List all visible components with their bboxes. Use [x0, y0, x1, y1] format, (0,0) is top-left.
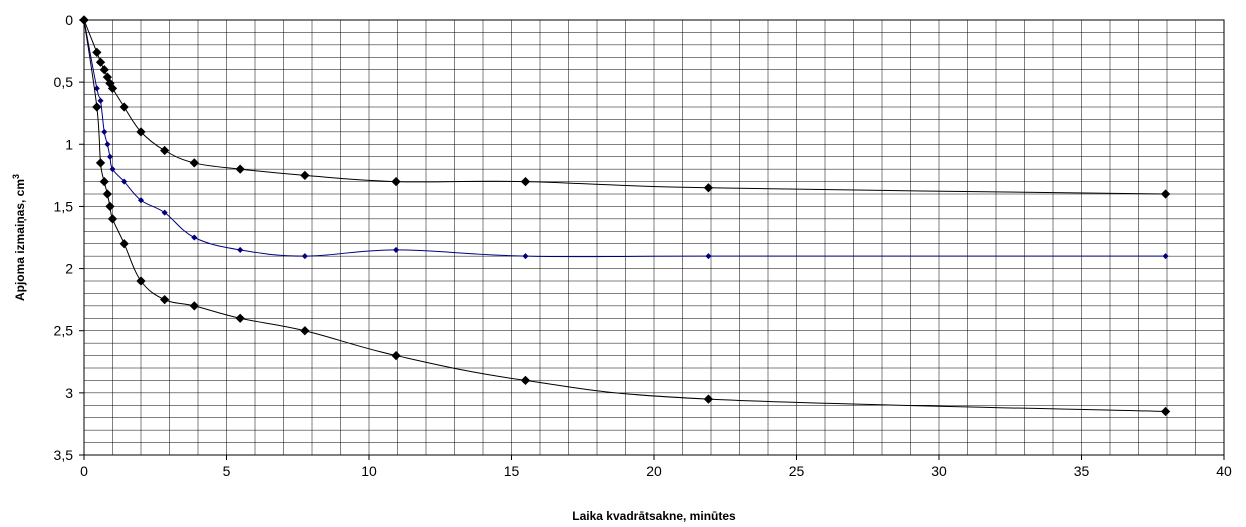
data-point — [235, 313, 245, 323]
y-axis-title-superscript: 3 — [11, 174, 21, 179]
grid — [84, 20, 1224, 455]
data-point — [137, 197, 145, 204]
data-point — [119, 239, 129, 249]
data-point — [93, 85, 100, 92]
series-3 — [79, 15, 1171, 417]
y-tick-label: 2 — [65, 261, 73, 277]
data-point — [393, 246, 400, 253]
y-axis-title-text: Apjoma izmaiņas, cm — [13, 179, 27, 301]
data-point — [237, 246, 244, 253]
x-axis-ticks: 0 5 10 15 20 25 30 35 40 — [80, 455, 1232, 479]
data-point — [391, 350, 401, 361]
data-point — [391, 176, 401, 187]
data-point — [522, 253, 529, 260]
data-point — [161, 209, 168, 216]
data-point — [703, 394, 714, 404]
data-point — [104, 141, 111, 148]
data-point — [136, 127, 146, 137]
data-point — [95, 57, 106, 67]
y-tick-label: 1 — [65, 136, 73, 152]
data-point — [79, 15, 89, 25]
data-point — [109, 166, 116, 173]
x-tick-label: 30 — [931, 463, 947, 479]
data-point — [1160, 189, 1171, 199]
y-axis-title: Apjoma izmaiņas, cm3 — [11, 174, 27, 301]
data-point — [300, 326, 310, 336]
series-line — [83, 19, 1166, 412]
data-point — [95, 158, 106, 168]
x-tick-label: 15 — [504, 463, 520, 479]
data-point — [102, 189, 112, 199]
data-point — [189, 301, 199, 311]
y-tick-label: 0 — [65, 12, 73, 28]
data-point — [97, 97, 104, 104]
x-tick-label: 0 — [80, 463, 88, 479]
data-point — [520, 176, 531, 187]
data-point — [160, 145, 170, 156]
series-1 — [79, 15, 1171, 199]
data-point — [101, 128, 108, 135]
data-point — [99, 176, 109, 187]
x-axis-title: Laika kvadrātsakne, minūtes — [572, 509, 736, 523]
x-tick-label: 35 — [1074, 463, 1090, 479]
data-point — [92, 102, 102, 112]
data-point — [705, 253, 712, 260]
x-tick-label: 10 — [361, 463, 377, 479]
data-point — [106, 153, 113, 160]
data-point — [1162, 253, 1169, 260]
data-point — [300, 170, 310, 180]
data-point — [235, 164, 245, 174]
data-point — [105, 201, 115, 212]
data-point — [136, 276, 146, 286]
y-tick-label: 0,5 — [54, 74, 74, 90]
data-point — [301, 253, 308, 260]
x-tick-label: 20 — [646, 463, 662, 479]
data-point — [1160, 406, 1171, 417]
x-tick-label: 25 — [789, 463, 805, 479]
data-point — [520, 375, 531, 386]
data-point — [92, 47, 102, 57]
data-point — [121, 178, 128, 185]
data-point — [191, 234, 198, 241]
y-tick-label: 3,5 — [54, 447, 74, 463]
series-layer — [79, 15, 1171, 417]
y-axis-ticks: 0 0,5 1 1,5 2 2,5 3 3,5 — [54, 12, 84, 463]
data-point — [99, 65, 109, 75]
data-point — [703, 183, 714, 193]
x-tick-label: 5 — [223, 463, 231, 479]
y-tick-label: 3 — [65, 385, 73, 401]
y-tick-label: 2,5 — [54, 323, 74, 339]
data-point — [119, 102, 129, 112]
series-line — [83, 19, 1166, 258]
data-point — [160, 295, 170, 305]
x-tick-label: 40 — [1216, 463, 1232, 479]
data-point — [107, 214, 118, 224]
y-tick-label: 1,5 — [54, 198, 74, 214]
series-2 — [80, 16, 1169, 260]
data-point — [107, 83, 118, 93]
data-point — [189, 158, 199, 168]
